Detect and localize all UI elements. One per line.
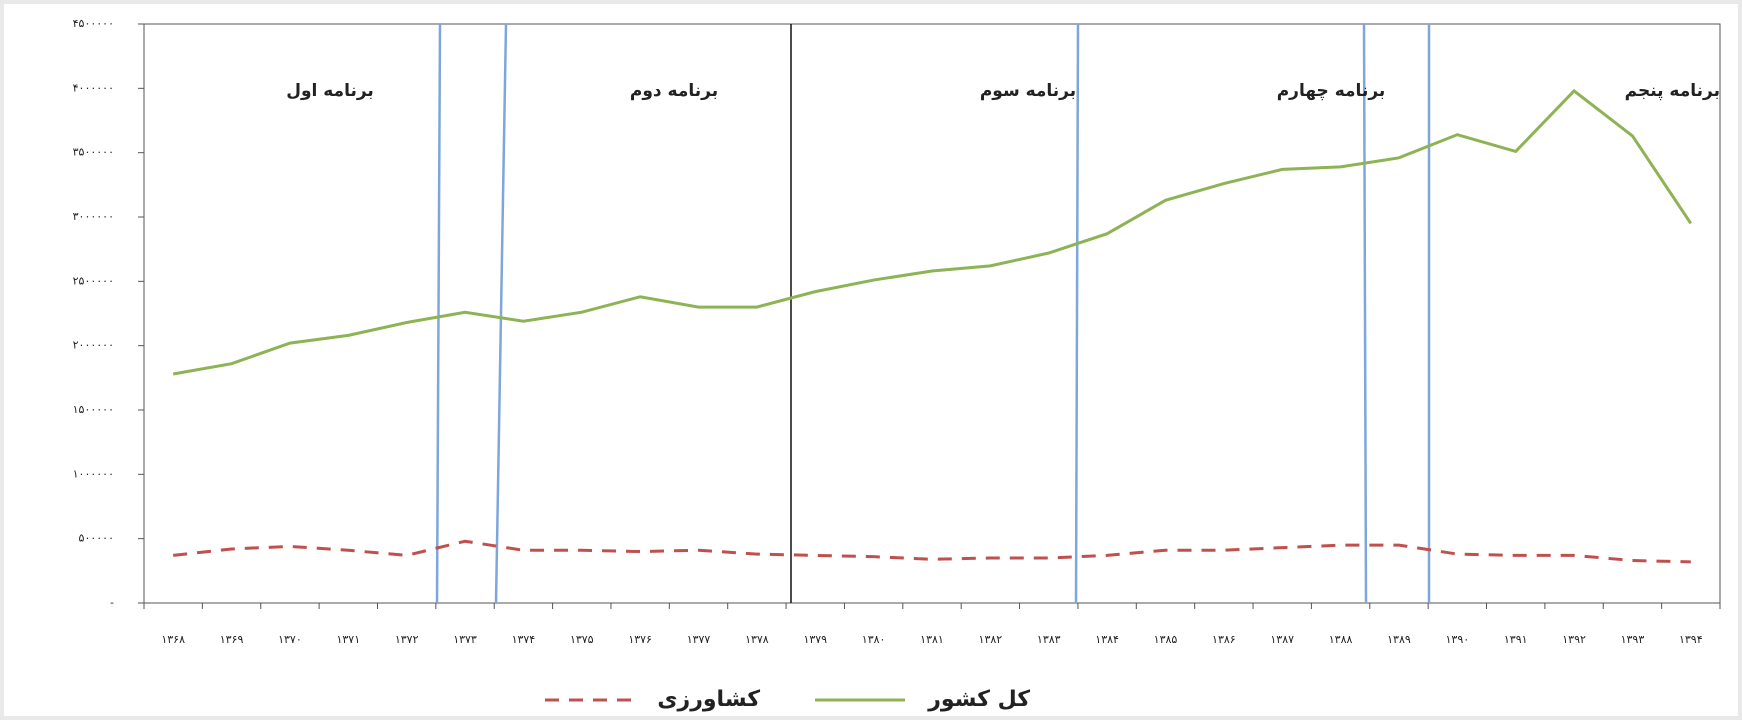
x-tick-label: ۱۳۸۴: [1095, 633, 1119, 646]
y-tick-label: -: [110, 596, 114, 609]
y-tick-label: ۲۵۰۰۰۰۰: [73, 274, 114, 287]
x-tick-label: ۱۳۸۱: [920, 633, 944, 646]
x-tick-label: ۱۳۹۱: [1504, 633, 1528, 646]
program-label: برنامه پنجم: [1625, 81, 1720, 101]
program-boundary: [1074, 23, 1080, 604]
program-label: برنامه دوم: [630, 81, 718, 101]
chart-background: [4, 4, 1738, 716]
x-tick-label: ۱۳۶۸: [161, 633, 185, 646]
legend-label: کل کشور: [927, 687, 1030, 712]
program-boundary: [435, 23, 442, 604]
x-tick-label: ۱۳۷۱: [336, 633, 360, 646]
x-tick-label: ۱۳۷۶: [628, 633, 652, 646]
x-tick-label: ۱۳۹۴: [1679, 633, 1703, 646]
x-tick-label: ۱۳۷۴: [512, 633, 536, 646]
series-line: [172, 88, 1693, 376]
x-tick-label: ۱۳۷۲: [395, 633, 419, 646]
y-tick-label: ۱۰۰۰۰۰۰: [73, 467, 114, 480]
y-tick-label: ۵۰۰۰۰۰: [79, 532, 114, 545]
x-tick-label: ۱۳۷۹: [803, 633, 827, 646]
y-tick-label: ۳۰۰۰۰۰۰: [73, 210, 114, 223]
y-tick-label: ۱۵۰۰۰۰۰: [73, 403, 114, 416]
x-tick-label: ۱۳۸۸: [1329, 633, 1353, 646]
x-tick-label: ۱۳۹۰: [1446, 633, 1470, 646]
x-tick-label: ۱۳۶۹: [220, 633, 244, 646]
program-label: برنامه سوم: [980, 81, 1076, 101]
x-tick-label: ۱۳۸۳: [1037, 633, 1061, 646]
x-tick-label: ۱۳۸۵: [1154, 633, 1178, 646]
x-tick-label: ۱۳۷۳: [453, 633, 477, 646]
x-tick-label: ۱۳۷۷: [687, 633, 711, 646]
x-tick-label: ۱۳۷۰: [278, 633, 302, 646]
program-boundary: [494, 23, 508, 604]
x-tick-label: ۱۳۷۸: [745, 633, 769, 646]
x-tick-label: ۱۳۸۹: [1387, 633, 1411, 646]
plot-frame: [143, 23, 1721, 604]
y-tick-label: ۳۵۰۰۰۰۰: [73, 146, 114, 159]
x-tick-label: ۱۳۸۰: [862, 633, 886, 646]
program-boundary: [1362, 23, 1368, 604]
program-label: برنامه اول: [286, 81, 374, 101]
y-tick-label: ۴۰۰۰۰۰۰: [73, 81, 114, 94]
x-tick-label: ۱۳۹۲: [1562, 633, 1586, 646]
x-tick-label: ۱۳۸۷: [1270, 633, 1294, 646]
x-tick-label: ۱۳۷۵: [570, 633, 594, 646]
x-tick-label: ۱۳۸۶: [1212, 633, 1236, 646]
y-tick-label: ۴۵۰۰۰۰۰: [73, 17, 114, 30]
legend-label: کشاورزی: [657, 687, 760, 712]
y-tick-label: ۲۰۰۰۰۰۰: [73, 339, 114, 352]
x-tick-label: ۱۳۹۳: [1621, 633, 1645, 646]
x-tick-label: ۱۳۸۲: [979, 633, 1003, 646]
program-label: برنامه چهارم: [1277, 81, 1386, 101]
